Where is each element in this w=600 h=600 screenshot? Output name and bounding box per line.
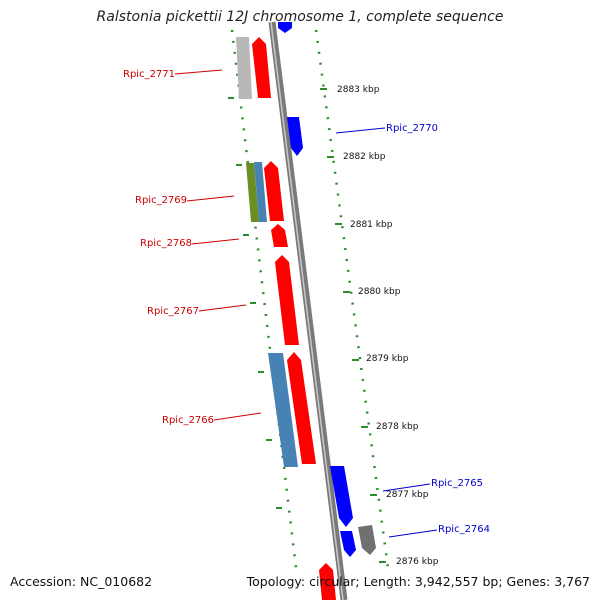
gene-label-rpic-2766[interactable]: Rpic_2766 [162,415,214,426]
gene-label-rpic-2767[interactable]: Rpic_2767 [147,306,199,317]
gene-labels: Rpic_2771 Rpic_2770 Rpic_2769 Rpic_2768 … [123,69,490,535]
gene-feature-rpic-2764[interactable] [340,525,376,557]
scale-label: 2877 kbp [386,490,429,500]
scale-label: 2881 kbp [350,220,393,230]
scale-labels: 2883 kbp 2882 kbp 2881 kbp 2880 kbp 2879… [337,85,439,567]
gene-feature-rpic-2771[interactable] [236,37,271,99]
gene-label-rpic-2769[interactable]: Rpic_2769 [135,195,187,206]
map-title: Ralstonia pickettii 12J chromosome 1, co… [96,9,504,25]
gene-feature-rpic-2769[interactable] [246,161,284,222]
genome-summary-text: Topology: circular; Length: 3,942,557 bp… [246,574,590,589]
gene-label-rpic-2768[interactable]: Rpic_2768 [140,238,192,249]
right-ruler-ticks [320,88,386,563]
gene-feature-bottom-partial[interactable] [319,563,336,600]
scale-label: 2882 kbp [343,152,386,162]
gene-feature-rpic-2768[interactable] [271,224,288,247]
scale-label: 2878 kbp [376,422,419,432]
gene-feature-rpic-2770[interactable] [287,117,303,156]
gene-feature-top-partial[interactable] [278,22,292,33]
gene-label-rpic-2765[interactable]: Rpic_2765 [431,478,483,489]
scale-label: 2880 kbp [358,287,401,297]
label-leader-lines [174,69,438,538]
gene-feature-rpic-2765[interactable] [330,466,353,527]
genome-backbone [268,21,348,600]
dotted-ruler-right [314,29,390,569]
gene-label-rpic-2770[interactable]: Rpic_2770 [386,123,438,134]
dotted-ruler-left [230,29,298,569]
gene-label-rpic-2764[interactable]: Rpic_2764 [438,524,490,535]
gene-feature-rpic-2767[interactable] [275,255,299,345]
scale-label: 2876 kbp [396,557,439,567]
scale-label: 2883 kbp [337,85,380,95]
gene-feature-rpic-2766[interactable] [268,352,316,467]
scale-label: 2879 kbp [366,354,409,364]
accession-text: Accession: NC_010682 [10,574,153,589]
gene-label-rpic-2771[interactable]: Rpic_2771 [123,69,175,80]
left-ruler-ticks [228,97,282,509]
